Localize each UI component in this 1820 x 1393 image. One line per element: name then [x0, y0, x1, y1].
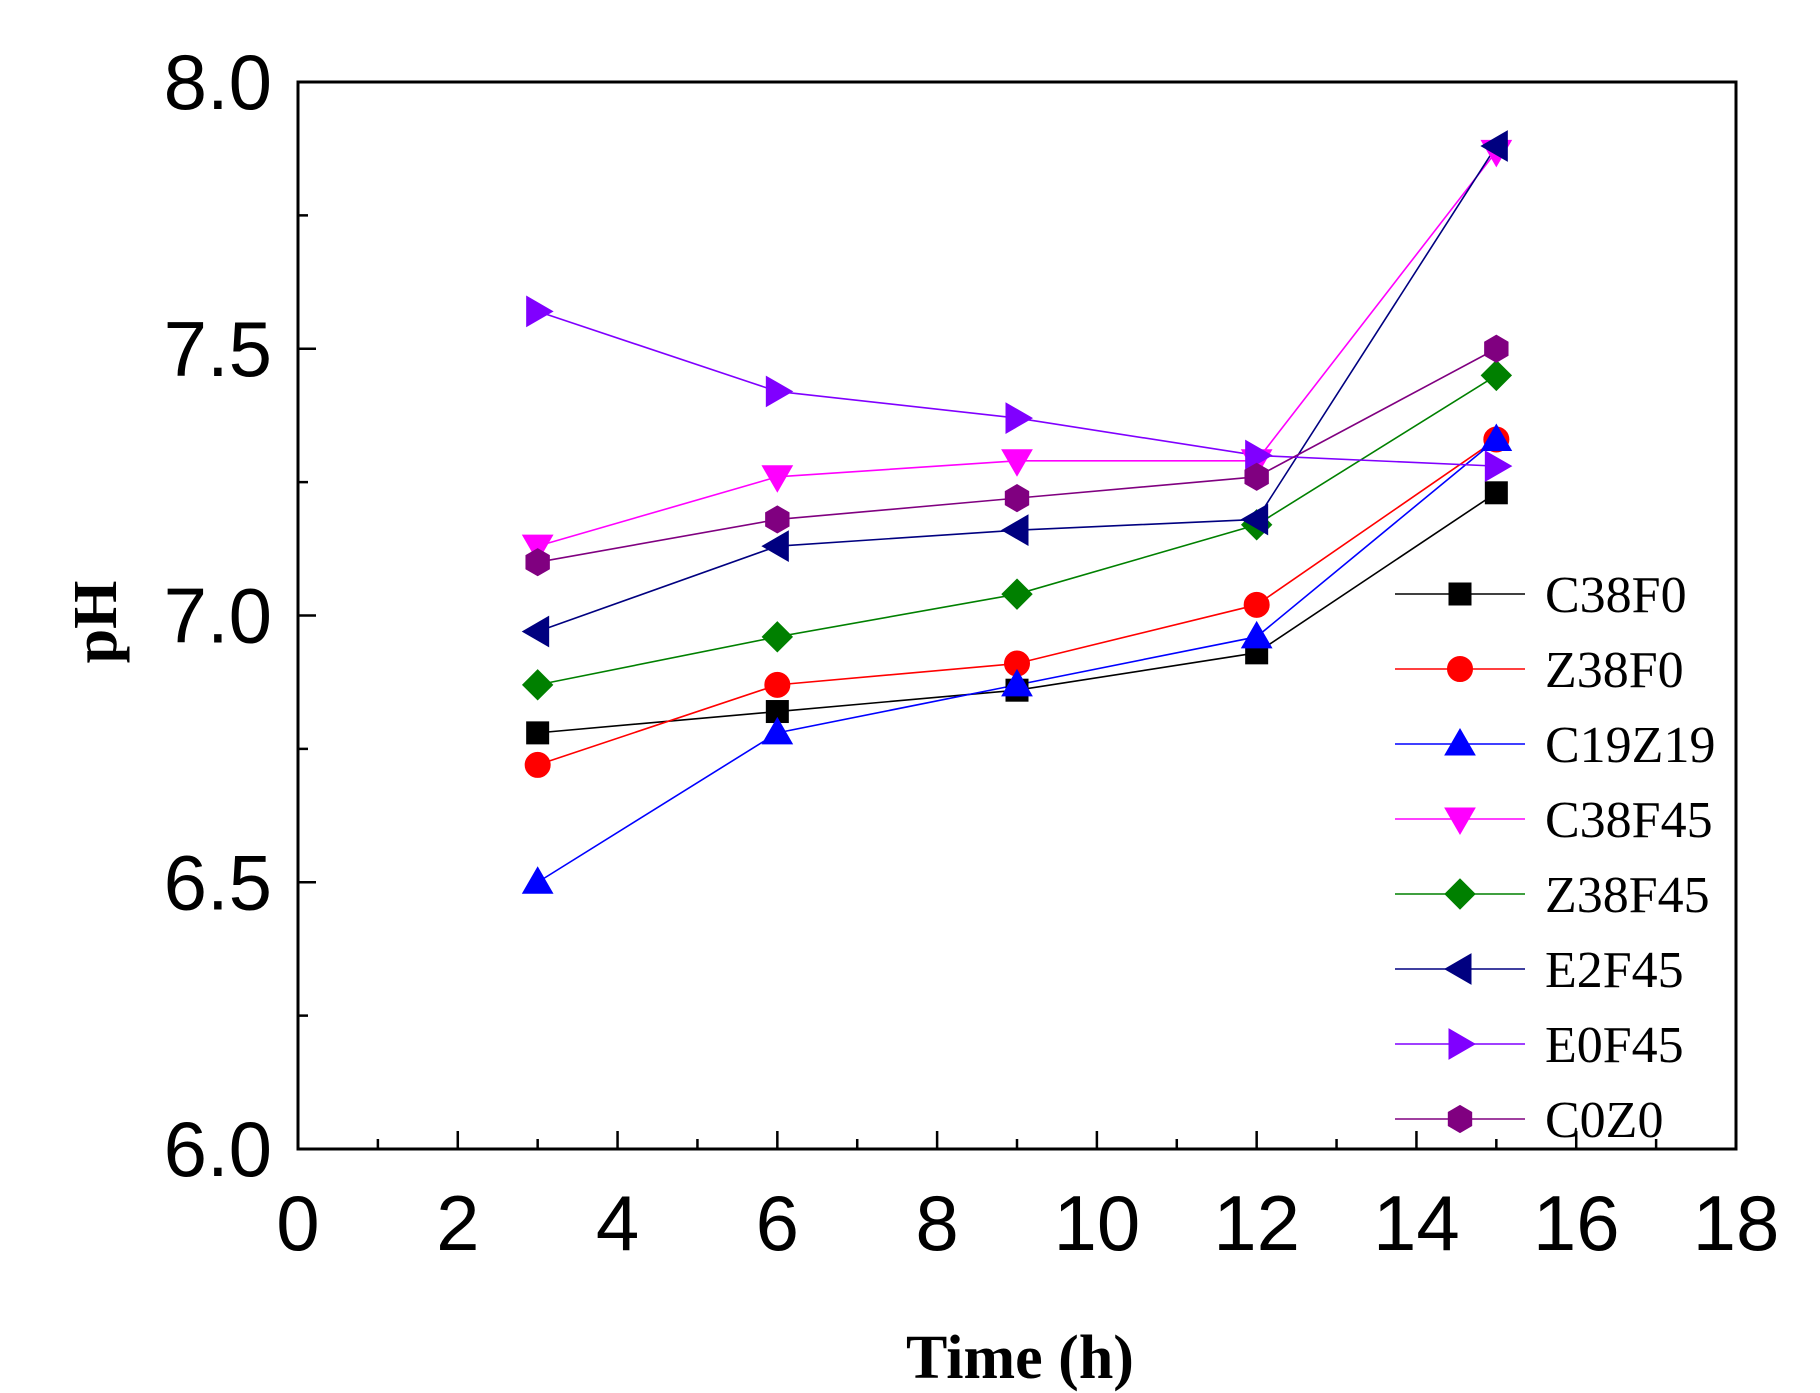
legend-label-c38f45: C38F45 [1545, 792, 1713, 849]
data-point-c19z19-12 [1240, 620, 1273, 649]
data-point-c19z19-6 [761, 716, 794, 745]
data-point-c38f0-3 [526, 721, 550, 745]
data-point-e0f45-15 [1484, 450, 1513, 482]
legend-label-c0z0: C0Z0 [1545, 1092, 1663, 1149]
data-point-e2f45-6 [761, 530, 789, 563]
data-point-c19z19-9 [1001, 668, 1033, 697]
data-point-e2f45-9 [1000, 514, 1029, 547]
x-tick-label-2: 2 [436, 1179, 479, 1267]
x-tick-label-10: 10 [1054, 1179, 1141, 1267]
legend-marker-z38f0 [1447, 656, 1473, 682]
axes: 0 2 4 6 8 10 12 14 16 18 6.0 6.5 7.0 7.5 8.0 [164, 38, 1780, 1267]
data-point-e2f45-12 [1240, 503, 1269, 536]
data-point-c0z0-9 [1004, 484, 1030, 513]
data-point-e0f45-12 [1245, 439, 1273, 472]
legend-label-c38f0: C38F0 [1545, 567, 1687, 624]
data-point-z38f0-6 [764, 671, 791, 698]
legend-label-e2f45: E2F45 [1545, 942, 1684, 999]
legend-label-e0f45: E0F45 [1545, 1017, 1684, 1074]
x-tick-label-18: 18 [1693, 1179, 1780, 1267]
y-tick-label-7.5: 7.5 [164, 305, 272, 393]
legend-marker-c38f45 [1444, 807, 1476, 836]
legend-marker-c0z0 [1447, 1104, 1473, 1134]
data-point-e0f45-3 [526, 295, 554, 328]
x-tick-label-14: 14 [1373, 1179, 1460, 1267]
legend-marker-c19z19 [1444, 727, 1476, 756]
series-lines [537, 145, 1498, 883]
legend-marker-e0f45 [1448, 1028, 1477, 1060]
data-point-z38f45-15 [1480, 359, 1513, 392]
legend-label-z38f45: Z38F45 [1545, 867, 1710, 924]
legend-label-c19z19: C19Z19 [1545, 717, 1715, 774]
x-tick-label-16: 16 [1533, 1179, 1620, 1267]
data-point-e2f45-3 [521, 615, 550, 648]
data-point-z38f45-3 [521, 669, 554, 701]
plot-frame [296, 80, 1738, 1151]
data-point-e0f45-9 [1005, 402, 1034, 434]
x-tick-label-12: 12 [1213, 1179, 1300, 1267]
x-tick-label-6: 6 [756, 1179, 799, 1267]
data-point-z38f0-12 [1243, 591, 1270, 618]
y-tick-label-6.0: 6.0 [164, 1105, 272, 1193]
series-markers [521, 130, 1513, 894]
data-point-c38f0-15 [1484, 481, 1508, 505]
y-tick-label-6.5: 6.5 [164, 838, 272, 926]
data-point-z38f45-6 [761, 621, 794, 653]
legend-marker-c38f0 [1448, 582, 1472, 606]
legend: C38F0 Z38F0 C19Z19 C38F45 Z38F45 E2F45 E0F45 C0… [1395, 567, 1715, 1149]
y-tick-label-7.0: 7.0 [164, 572, 272, 660]
y-tick-label-8.0: 8.0 [164, 38, 272, 126]
legend-marker-z38f45 [1444, 878, 1476, 910]
x-tick-label-0: 0 [276, 1179, 319, 1267]
data-point-c19z19-15 [1480, 423, 1513, 451]
series-line-e0f45 [537, 310, 1497, 467]
y-axis-title: pH [62, 581, 130, 664]
data-point-c0z0-12 [1244, 462, 1269, 491]
data-point-c0z0-15 [1484, 334, 1509, 363]
x-axis-title: Time (h) [906, 1324, 1134, 1392]
data-point-c19z19-3 [521, 866, 554, 894]
x-tick-label-8: 8 [915, 1179, 958, 1267]
data-point-c38f45-9 [1001, 449, 1033, 477]
data-point-z38f45-9 [1001, 578, 1033, 610]
data-point-e0f45-6 [765, 375, 794, 408]
data-point-c0z0-3 [525, 548, 550, 577]
legend-marker-e2f45 [1443, 953, 1472, 985]
data-point-e2f45-15 [1480, 130, 1508, 162]
x-tick-label-4: 4 [596, 1179, 639, 1267]
data-point-c38f45-6 [761, 465, 794, 493]
data-point-c0z0-6 [765, 505, 790, 534]
legend-label-z38f0: Z38F0 [1545, 642, 1684, 699]
data-point-z38f0-3 [524, 751, 551, 778]
